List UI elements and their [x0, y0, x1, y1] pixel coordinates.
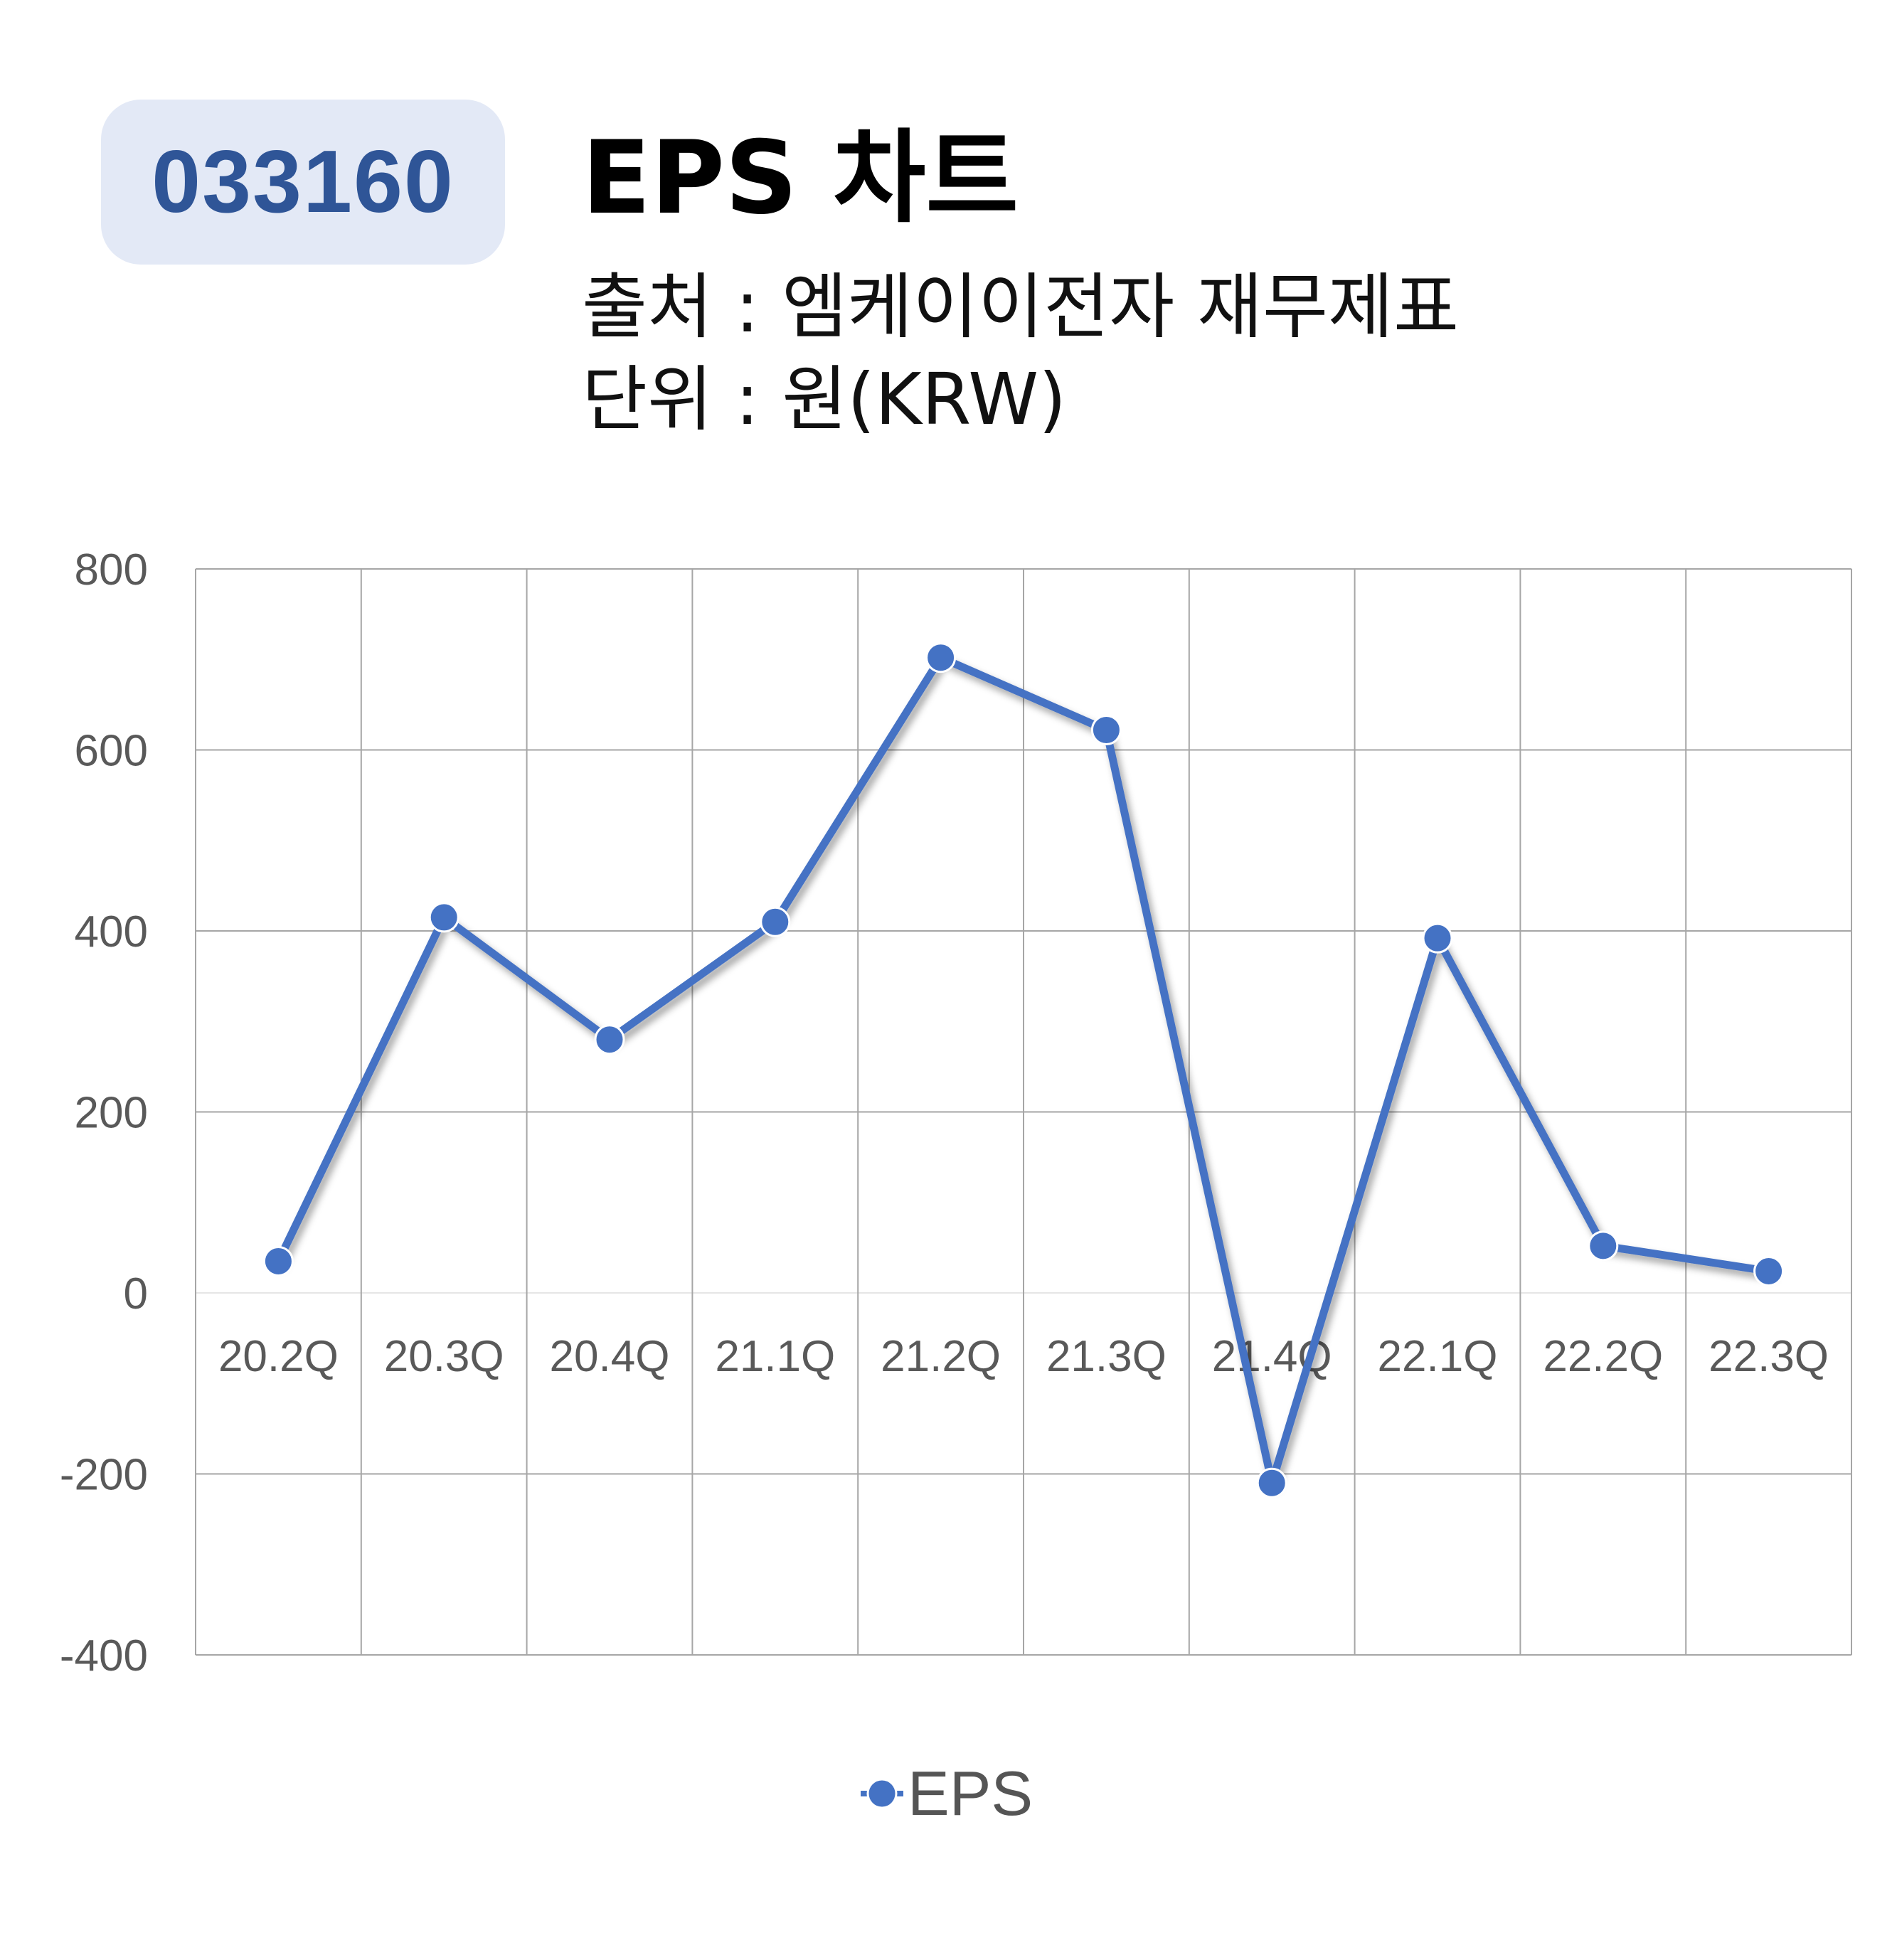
eps-data-point	[1588, 1230, 1619, 1262]
x-tick-label: 21.2Q	[881, 1332, 1001, 1381]
y-tick-label: -200	[60, 1451, 148, 1500]
ticker-badge: 033160	[101, 100, 505, 265]
x-axis-ticks: 20.2Q 20.3Q 20.4Q 21.1Q 21.2Q 21.3Q 21.4Q 22.1Q…	[218, 1332, 1829, 1381]
eps-data-point	[925, 642, 957, 673]
chart-legend: EPS	[861, 1762, 1033, 1825]
unit-note: 단위 : 원(KRW)	[582, 358, 1067, 441]
eps-data-point	[1090, 715, 1122, 746]
x-tick-label: 22.1Q	[1378, 1332, 1498, 1381]
eps-data-point	[1256, 1467, 1287, 1498]
chart-gridlines	[195, 568, 1852, 1656]
y-tick-label: 0	[124, 1269, 148, 1319]
y-tick-label: 200	[75, 1089, 148, 1138]
x-tick-label: 22.3Q	[1709, 1332, 1829, 1381]
eps-data-point	[594, 1024, 625, 1055]
x-tick-label: 22.2Q	[1543, 1332, 1663, 1381]
chart-title: EPS 차트	[582, 119, 1019, 237]
x-tick-label: 20.2Q	[218, 1332, 339, 1381]
y-tick-label: 400	[75, 907, 148, 957]
eps-data-point	[1422, 922, 1453, 954]
legend-marker-icon	[861, 1778, 903, 1809]
eps-series-line	[274, 654, 1773, 1487]
eps-data-point	[1753, 1255, 1785, 1287]
eps-data-point	[428, 902, 459, 933]
x-tick-label: 21.1Q	[715, 1332, 835, 1381]
x-tick-label: 20.4Q	[550, 1332, 670, 1381]
y-axis-ticks: 800 600 400 200 0 -200 -400	[60, 545, 148, 1681]
y-tick-label: 600	[75, 727, 148, 776]
x-tick-label: 20.3Q	[384, 1332, 504, 1381]
legend-label-eps: EPS	[908, 1758, 1033, 1828]
eps-series	[262, 642, 1785, 1498]
x-tick-label: 21.3Q	[1046, 1332, 1167, 1381]
source-note: 출처 : 엠케이이전자 재무제표	[582, 265, 1460, 348]
y-tick-label: -400	[60, 1631, 148, 1681]
y-tick-label: 800	[75, 545, 148, 595]
eps-data-point	[760, 906, 791, 937]
ticker-code: 033160	[152, 133, 455, 231]
eps-data-point	[262, 1245, 294, 1277]
